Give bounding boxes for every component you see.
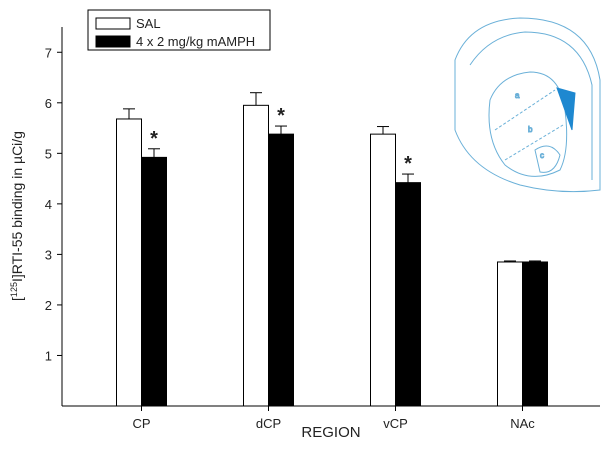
bar (116, 118, 142, 407)
bar (370, 133, 396, 407)
ventricle (556, 87, 576, 131)
divider (494, 89, 556, 131)
legend-label: 4 x 2 mg/kg mAMPH (136, 34, 255, 49)
y-label-part: I]RTI-55 binding in µCi/g (9, 131, 25, 282)
divider (504, 124, 564, 161)
y-tick-label: 1 (45, 348, 52, 363)
x-tick-label: CP (132, 416, 150, 431)
inset-label: a (515, 91, 520, 100)
bar (268, 133, 294, 407)
y-tick-label: 3 (45, 247, 52, 262)
nac (534, 145, 561, 173)
y-tick-label: 2 (45, 298, 52, 313)
inset-label: b (528, 125, 533, 134)
legend-swatch (95, 17, 131, 30)
bar (141, 156, 167, 407)
y-label-part: [ (9, 297, 25, 301)
legend-label: SAL (136, 16, 161, 31)
brain-inset: a b c (454, 17, 601, 193)
y-tick-label: 5 (45, 146, 52, 161)
x-axis-label: REGION (301, 424, 360, 441)
y-tick-label: 7 (45, 45, 52, 60)
y-tick-label: 4 (45, 197, 52, 212)
x-tick-label: vCP (383, 416, 408, 431)
outline (454, 17, 601, 193)
inset-label: c (540, 151, 544, 160)
y-label-sup: 125 (9, 282, 19, 297)
bar (522, 261, 548, 407)
bar (395, 182, 421, 407)
x-tick-label: dCP (256, 416, 281, 431)
y-axis-label: [125I]RTI-55 binding in µCi/g (9, 131, 25, 301)
significance-marker: * (277, 105, 285, 127)
y-tick-label: 6 (45, 96, 52, 111)
significance-marker: * (404, 153, 412, 175)
bar (497, 261, 523, 407)
significance-marker: * (150, 128, 158, 150)
x-tick-label: NAc (510, 416, 535, 431)
cortex-line (469, 31, 593, 180)
bar (243, 104, 269, 407)
legend-swatch (95, 35, 131, 48)
striatum (488, 71, 568, 177)
